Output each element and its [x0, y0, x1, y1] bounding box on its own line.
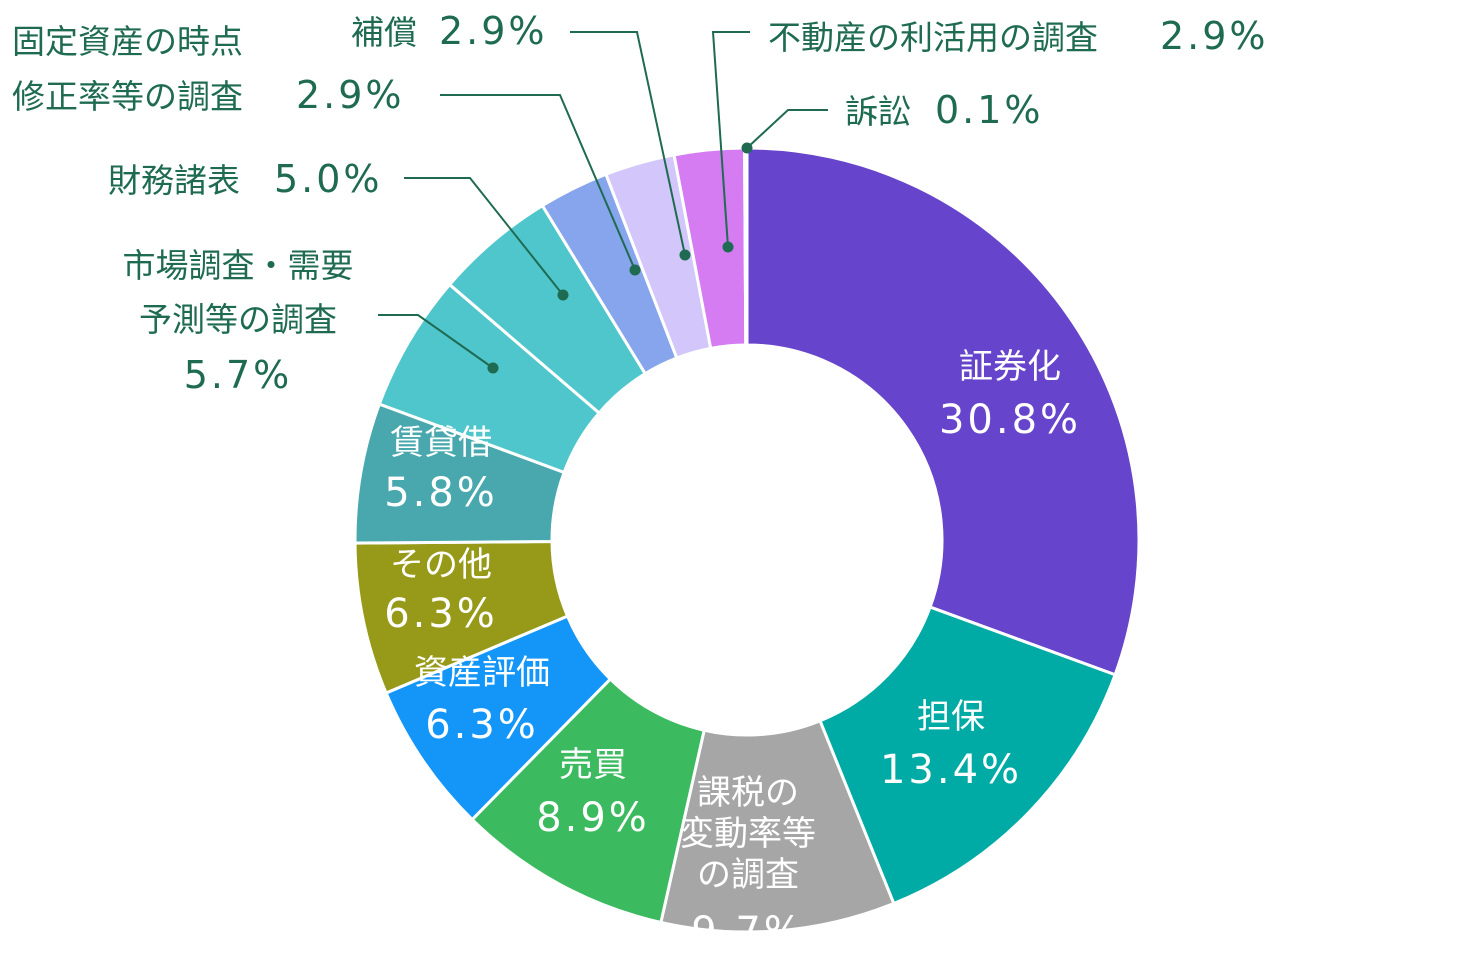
slice-value-label-12: 0.1% [935, 88, 1044, 132]
slice-value-label-2: 9.7% [691, 909, 805, 955]
slice-label-9-1: 修正率等の調査 [12, 77, 243, 116]
slice-label-7-1: 予測等の調査 [139, 300, 337, 339]
slice-0 [745, 146, 1141, 677]
leader-line-8 [404, 177, 564, 296]
slice-label-10-0: 補償 [351, 13, 417, 52]
leader-dot-10 [679, 249, 691, 261]
slice-value-label-9: 2.9% [296, 73, 405, 117]
slice-label-5-0: その他 [390, 545, 492, 585]
slice-label-11-0: 不動産の利活用の調査 [768, 18, 1098, 57]
leader-line-9 [440, 94, 636, 271]
slice-label-7-0: 市場調査・需要 [123, 246, 354, 285]
slice-label-2-1: 変動率等 [680, 814, 816, 854]
slice-value-label-5: 6.3% [384, 591, 498, 637]
slice-value-label-4: 6.3% [425, 702, 539, 748]
leader-line-7 [378, 314, 494, 369]
slice-value-label-11: 2.9% [1160, 14, 1269, 58]
slice-value-label-3: 8.9% [536, 795, 650, 841]
slice-value-label-10: 2.9% [439, 9, 548, 53]
slice-12 [743, 146, 749, 347]
slice-label-4-0: 資産評価 [414, 653, 550, 693]
slice-value-label-8: 5.0% [274, 157, 383, 201]
slice-value-label-0: 30.8% [939, 397, 1081, 443]
slice-label-8-0: 財務諸表 [108, 161, 240, 200]
leader-line-11 [711, 31, 750, 248]
slice-label-2-2: の調査 [697, 855, 799, 895]
slice-label-12-0: 訴訟 [845, 92, 911, 131]
slice-value-label-7: 5.7% [184, 353, 293, 397]
slice-label-3-0: 売買 [559, 745, 627, 785]
leader-line-10 [570, 31, 686, 256]
slice-label-0-0: 証券化 [959, 347, 1061, 387]
leader-dot-11 [722, 241, 734, 253]
leader-dot-7 [487, 362, 499, 374]
leader-dot-12 [741, 142, 753, 154]
slice-value-label-6: 5.8% [384, 470, 498, 516]
slice-label-1-0: 担保 [917, 697, 985, 737]
slice-1 [818, 605, 1118, 906]
slice-label-6-0: 賃貸借 [390, 423, 492, 463]
leader-dot-8 [557, 289, 569, 301]
slice-label-9-0: 固定資産の時点 [12, 22, 243, 61]
slice-label-2-0: 課税の [697, 773, 799, 813]
leader-dot-9 [629, 264, 641, 276]
slice-value-label-1: 13.4% [880, 747, 1022, 793]
leader-line-12 [746, 109, 828, 149]
